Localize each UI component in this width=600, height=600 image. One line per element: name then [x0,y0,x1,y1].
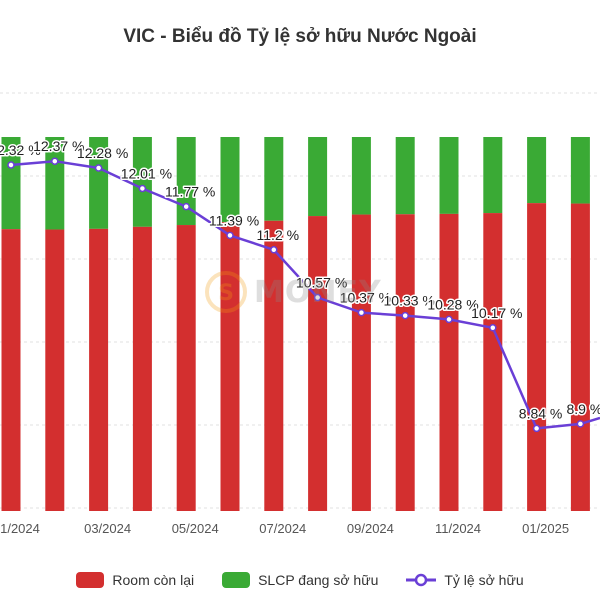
bar-owned [395,137,415,215]
data-label: 10.37 % [340,290,391,306]
ratio-point [226,231,234,240]
ratio-point [51,157,59,165]
bar-owned [132,137,152,227]
bar-room [176,225,196,511]
bar-owned [439,137,459,214]
data-label: 11.77 % [165,184,215,200]
bar-owned [570,137,590,204]
data-label: 10.17 % [471,305,522,321]
bar-room [45,229,65,512]
bar-room [395,214,415,511]
bar-owned [176,137,196,226]
bar-room [89,228,109,511]
chart-legend: Room còn lại SLCP đang sở hữu Tỷ lệ sở h… [0,572,600,588]
x-tick-label: 01/2025 [522,521,569,536]
x-tick-label: 03/2024 [84,521,131,536]
ratio-point [576,420,585,428]
data-label: 10.28 % [427,296,478,312]
bar-owned [308,137,328,217]
data-label: 12.28 % [77,145,128,161]
bar-owned [220,137,240,223]
ratio-point [445,315,453,324]
bar-owned [351,137,371,215]
ratio-point [313,293,322,302]
bar-owned [264,137,284,221]
legend-label-room: Room còn lại [112,572,195,588]
x-tick-label: 07/2024 [259,521,306,536]
legend-label-owned: SLCP đang sở hữu [258,572,379,588]
data-label: 11.39 % [209,212,259,228]
bar-owned [483,137,503,214]
data-label: 8.84 % [519,405,563,421]
data-label: 11.2 % [257,227,300,243]
ratio-point [401,311,409,320]
chart-plot: 12.32 %12.37 %12.28 % 12.01 % 11.77 % 11.39… [0,92,600,536]
bar-room [308,216,328,511]
ratio-point [270,246,278,254]
bar-room [439,213,459,511]
bar-room [483,213,503,511]
bar-room [351,214,371,511]
legend-label-ratio: Tỷ lệ sở hữu [444,572,524,588]
data-label: 12.37 % [33,138,84,154]
ratio-point [489,324,497,332]
ratio-line-series [7,157,600,433]
data-label: 12.01 % [121,165,172,181]
bar-owned [527,137,547,204]
data-labels: 12.32 %12.37 %12.28 % 12.01 % 11.77 % 11.39… [0,137,600,423]
bar-room [1,229,21,511]
bar-room [570,203,590,511]
data-label: 10.33 % [384,293,435,309]
legend-item-ratio[interactable]: Tỷ lệ sở hữu [406,572,524,588]
ratio-point [357,308,366,317]
ratio-point [7,161,15,169]
legend-item-owned[interactable]: SLCP đang sở hữu [222,572,378,588]
x-tick-label: 05/2024 [172,521,219,536]
data-label: 8.9 % [566,401,600,417]
ratio-point [532,424,541,433]
legend-item-room[interactable]: Room còn lại [76,572,194,588]
bar-owned [89,137,109,229]
data-label: 12.32 % [0,142,41,158]
ratio-point [138,184,147,193]
x-tick-label: 1/2024 [0,521,40,536]
bar-room [220,222,240,511]
bar-room [527,203,547,511]
data-label: 10.57 % [296,274,347,290]
chart-title: VIC - Biểu đồ Tỷ lệ sở hữu Nước Ngoài [123,26,477,47]
bar-room [264,220,284,511]
ratio-point [94,164,103,172]
legend-swatch-room [76,572,105,588]
legend-line-marker-icon [406,573,437,587]
bar-room [132,226,152,512]
bar-series [1,137,590,512]
x-tick-label: 09/2024 [347,521,394,536]
x-tick-label: 11/2024 [435,521,481,536]
legend-swatch-owned [222,572,251,588]
bar-owned [1,137,21,230]
bar-owned [45,137,65,230]
ratio-point [182,202,190,211]
x-axis-ticks: 1/2024 03/2024 05/2024 07/2024 09/2024 11/202… [0,521,569,536]
